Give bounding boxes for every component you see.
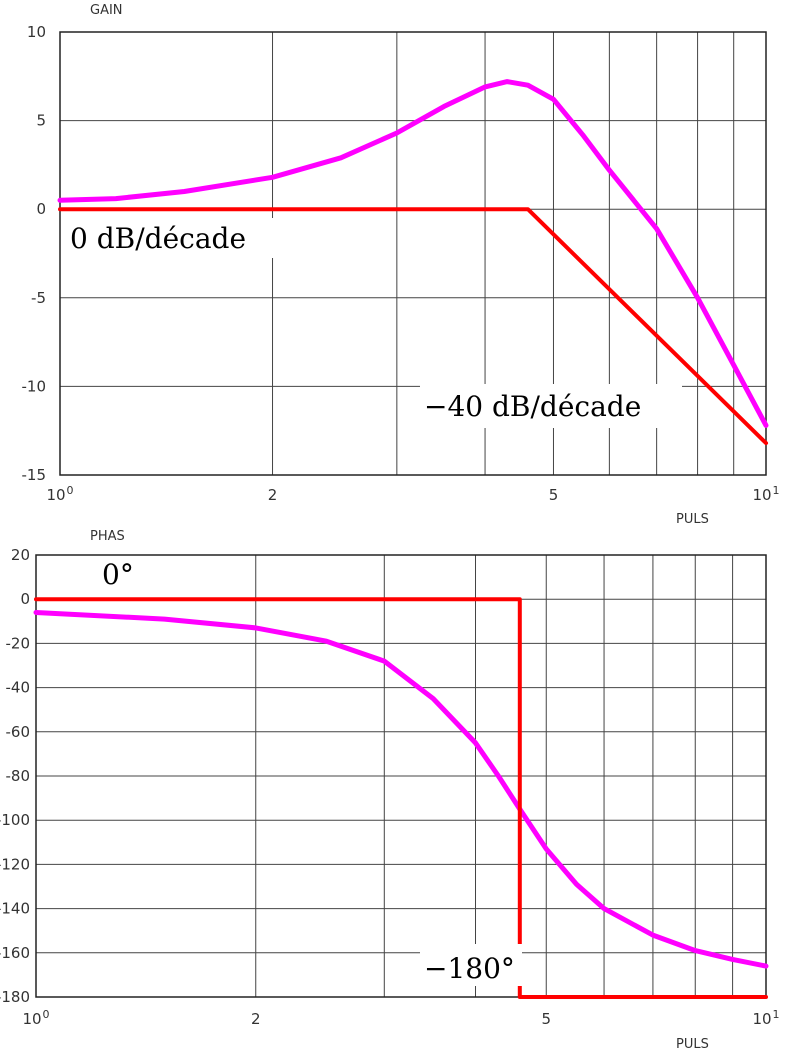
annotation-minus-180-degrees: −180° [424,952,515,985]
phase-x-tick-exponent: 1 [773,1008,780,1021]
gain-y-tick-labels: 10 5 0 -5 -10 -15 [22,23,47,484]
phase-asymptote-line [34,597,768,999]
phase-y-tick-labels: 20 0 -20 -40 -60 -80 -100 -120 -140 -160 -180 [0,546,30,1006]
phase-y-tick-label: -160 [0,944,30,962]
gain-x-tick-label: 5 [549,486,559,504]
annotation-minus-40-db-decade: −40 dB/décade [424,390,641,423]
gain-plot-frame [59,31,767,476]
phase-y-tick-label: 0 [20,590,30,608]
phase-y-tick-label: -20 [6,634,31,652]
gain-x-tick-exponent: 1 [773,484,780,497]
phase-response-curve [33,610,769,969]
gain-x-tick-label: 101 [752,484,779,504]
gain-response-curve [57,79,769,428]
gain-y-tick-label: -15 [22,466,47,484]
gain-x-tick-exponent: 0 [67,484,74,497]
phase-x-tick-label: 101 [752,1008,779,1028]
phase-x-axis-title: PULS [676,1037,709,1052]
phase-y-tick-label: -180 [0,988,30,1006]
phase-y-tick-label: -120 [0,855,30,873]
phase-x-tick-exponent: 0 [43,1008,50,1021]
phase-x-tick-label: 5 [541,1010,551,1028]
phase-axis-title: PHAS [90,529,125,544]
phase-y-tick-label: -40 [6,679,31,697]
gain-y-tick-label: 5 [36,112,46,130]
gain-annotation-bg-slope [420,384,682,428]
gain-y-tick-label: 0 [36,200,46,218]
gain-x-axis-title: PULS [676,512,709,527]
phase-plot: PHAS 200-20-40-60-80-100-120-140-160-180… [0,529,780,1052]
phase-y-tick-label: -60 [6,723,31,741]
gain-x-tick-labels: 100 2 5 101 [46,484,779,504]
phase-y-tick-label: 20 [11,546,30,564]
phase-grid [35,554,767,998]
phase-x-tick-label: 2 [251,1010,261,1028]
gain-annotation-bg-flat [64,218,278,258]
gain-asymptote-line [58,207,768,446]
gain-y-tick-label: 10 [27,23,46,41]
annotation-0-degrees: 0° [102,558,134,591]
gain-y-tick-label: -10 [22,377,47,395]
phase-x-tick-labels: 100 2 5 101 [22,1008,779,1028]
gain-axis-title: GAIN [90,3,123,18]
phase-plot-frame [35,554,767,998]
annotation-0-db-decade: 0 dB/décade [70,222,246,255]
gain-x-tick-label: 100 [46,484,73,504]
phase-series [33,597,769,999]
phase-annotation-bg-zero [98,556,144,592]
phase-y-tick-label: -140 [0,900,30,918]
phase-annotation-bg-minus180 [420,944,522,986]
phase-x-tick-label: 100 [22,1008,49,1028]
gain-y-tick-label: -5 [31,289,46,307]
phase-y-tick-label: -100 [0,811,30,829]
phase-y-tick-label: -80 [6,767,31,785]
gain-x-tick-label: 2 [268,486,278,504]
gain-series [57,79,769,446]
